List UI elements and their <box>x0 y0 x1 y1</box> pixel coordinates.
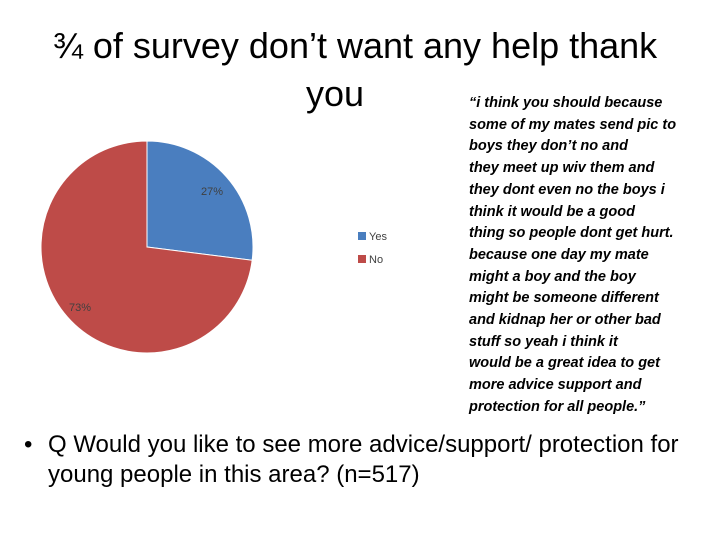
quote-line: more advice support and <box>469 377 642 394</box>
pie-label-yes: 27% <box>201 186 223 198</box>
quote-line: might be someone different <box>469 290 659 307</box>
quote-line: thing so people dont get hurt. <box>469 225 674 242</box>
quote-line: stuff so yeah i think it <box>469 333 618 350</box>
bullet-symbol: • <box>24 431 33 458</box>
quote-line: they meet up wiv them and <box>469 160 655 177</box>
slide-title-line-1: ¾ of survey don’t want any help thank <box>52 25 658 66</box>
legend-swatch-no <box>358 255 366 263</box>
legend-label-no: No <box>369 254 383 266</box>
quote-line: would be a great idea to get <box>469 355 660 372</box>
survey-question-text: Q Would you like to see more advice/supp… <box>48 431 679 488</box>
quote-line: “i think you should because <box>469 95 663 111</box>
quote-line: boys they don’t no and <box>469 138 628 155</box>
pie-slice-no <box>40 140 253 354</box>
quote-line: protection for all people.” <box>469 398 646 415</box>
quote-line: because one day my mate <box>469 246 649 263</box>
quote-line: they dont even no the boys i <box>469 181 665 198</box>
pie-slice-yes <box>146 140 254 261</box>
quote-line: might a boy and the boy <box>469 268 636 285</box>
quote-line: think it would be a good <box>469 203 635 220</box>
legend-label-yes: Yes <box>369 231 387 243</box>
pie-chart: 27% 73% Yes No <box>40 140 387 354</box>
legend-swatch-yes <box>358 232 366 240</box>
slide-title: ¾ of survey don’t want any help thank yo… <box>20 22 690 118</box>
survey-question-bullet: • Q Would you like to see more advice/su… <box>24 430 704 490</box>
quote-line: and kidnap her or other bad <box>469 312 661 329</box>
slide-title-line-2: you <box>305 73 365 114</box>
quote-line: some of my mates send pic to <box>469 116 677 133</box>
respondent-quote: “i think you should because some of my ma… <box>469 93 709 419</box>
pie-label-no: 73% <box>69 302 91 314</box>
